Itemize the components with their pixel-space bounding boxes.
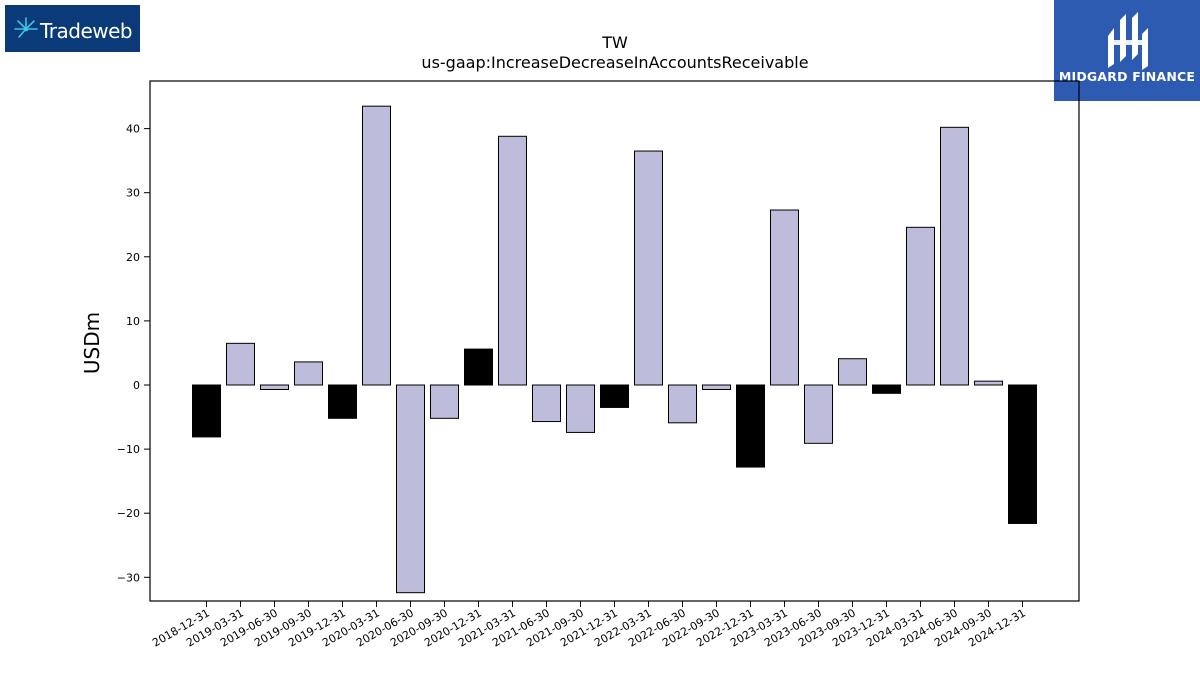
bar-2020-06-30: [396, 384, 425, 594]
y-tick-label: −20: [117, 507, 140, 520]
y-tick-label: 20: [126, 251, 140, 264]
bar-2020-03-31: [362, 105, 391, 386]
bar-2018-12-31: [192, 384, 221, 438]
plot-frame: [149, 80, 1080, 602]
bar-2021-06-30: [532, 384, 561, 423]
bar-2023-03-31: [770, 209, 799, 386]
y-tick-label: 40: [126, 123, 140, 136]
tradeweb-star-icon: [14, 16, 38, 38]
bar-2021-12-31: [600, 384, 629, 408]
bar-2024-03-31: [906, 226, 935, 386]
bar-2024-12-31: [1008, 384, 1037, 524]
bar-2022-12-31: [736, 384, 765, 468]
bar-2019-06-30: [260, 384, 289, 390]
y-tick-label: 10: [126, 315, 140, 328]
bar-2019-12-31: [328, 384, 357, 419]
y-tick-label: −10: [117, 443, 140, 456]
y-tick-label: −30: [117, 571, 140, 584]
y-axis-label: USDm: [80, 312, 104, 374]
bar-2021-09-30: [566, 384, 595, 433]
bar-2020-09-30: [430, 384, 459, 419]
y-tick-label: 30: [126, 187, 140, 200]
bar-2022-03-31: [634, 150, 663, 386]
x-axis: 2018-12-312019-03-312019-06-302019-09-30…: [150, 601, 1028, 650]
bar-2024-06-30: [940, 126, 969, 386]
bar-2020-12-31: [464, 348, 493, 386]
midgard-finance-logo: MIDGARD FINANCE: [1054, 0, 1200, 101]
tradeweb-logo-text: Tradeweb: [40, 18, 133, 43]
y-axis: −30 −20 −10 0 10 20 30 40: [117, 123, 150, 584]
bar-2019-09-30: [294, 361, 323, 386]
bar-2022-06-30: [668, 384, 697, 424]
y-tick-label: 0: [133, 379, 140, 392]
bar-2024-09-30: [974, 380, 1003, 386]
midgard-emblem-icon: [1108, 12, 1148, 70]
bars-group: [192, 105, 1037, 594]
bar-2019-03-31: [226, 342, 255, 386]
midgard-finance-logo-text: MIDGARD FINANCE: [1058, 69, 1196, 84]
bar-2022-09-30: [702, 384, 731, 390]
bar-2021-03-31: [498, 135, 527, 386]
bar-2023-12-31: [872, 384, 901, 394]
chart-title: TW: [601, 33, 628, 52]
bar-2023-09-30: [838, 358, 867, 386]
tradeweb-logo: Tradeweb: [5, 5, 140, 52]
bar-2023-06-30: [804, 384, 833, 444]
chart-subtitle: us-gaap:IncreaseDecreaseInAccountsReceiv…: [421, 53, 808, 72]
